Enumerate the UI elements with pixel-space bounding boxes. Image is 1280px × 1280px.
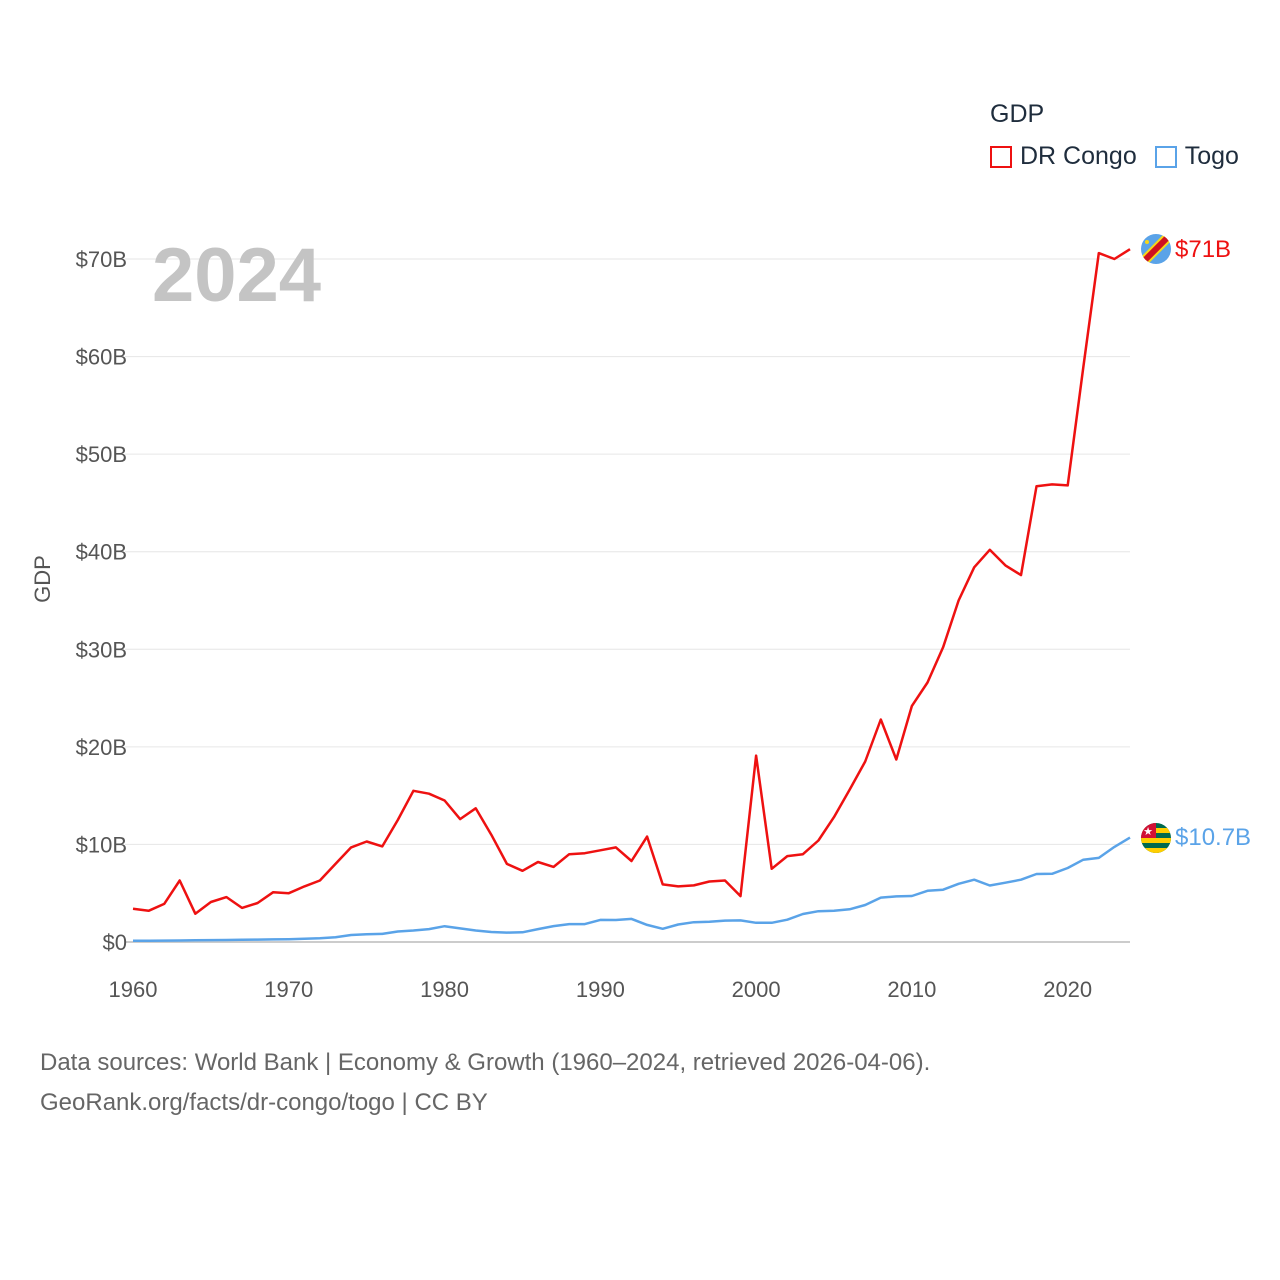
footer: Data sources: World Bank | Economy & Gro… (40, 1043, 930, 1123)
gridlines (125, 258, 1130, 943)
x-axis-ticks: 1960 1970 1980 1990 2000 2010 2020 (109, 977, 1093, 1002)
x-tick-label: 1960 (109, 977, 158, 1002)
dr-congo-end-label: $71B (1175, 236, 1231, 263)
y-tick-label: $50B (76, 442, 127, 467)
series-line-dr-congo (132, 248, 1131, 915)
y-tick-label: $20B (76, 735, 127, 760)
svg-text:★: ★ (1143, 825, 1153, 838)
legend-title: GDP (990, 100, 1045, 128)
legend-item-togo[interactable]: Togo (1154, 142, 1239, 171)
legend: DR Congo Togo (990, 142, 1257, 171)
x-tick-label: 1990 (576, 977, 625, 1002)
y-tick-label: $30B (76, 637, 127, 662)
x-tick-label: 1970 (264, 977, 313, 1002)
y-tick-label: $0 (103, 930, 127, 955)
year-label: 2024 (152, 233, 321, 318)
y-tick-label: $60B (76, 345, 127, 370)
x-tick-label: 1980 (420, 977, 469, 1002)
y-axis-label: GDP (30, 555, 55, 603)
y-tick-label: $10B (76, 832, 127, 857)
x-tick-label: 2010 (887, 977, 936, 1002)
legend-swatch-dr-congo (990, 145, 1012, 168)
y-tick-label: $70B (76, 247, 127, 272)
legend-label-togo: Togo (1184, 142, 1239, 170)
togo-flag-icon: ★ (1141, 823, 1171, 853)
legend-label-dr-congo: DR Congo (1020, 142, 1137, 170)
legend-swatch-togo (1154, 145, 1177, 168)
y-tick-label: $40B (76, 540, 127, 565)
dr-congo-flag-icon (1141, 234, 1171, 264)
togo-end-label: $10.7B (1175, 824, 1251, 851)
y-axis-ticks: $0 $10B $20B $30B $40B $50B $60B $70B (76, 247, 127, 955)
x-tick-label: 2000 (732, 977, 781, 1002)
series-lines (132, 248, 1131, 943)
series-line-togo (132, 836, 1131, 943)
data-sources-text: Data sources: World Bank | Economy & Gro… (40, 1049, 931, 1076)
legend-item-dr-congo[interactable]: DR Congo (990, 142, 1137, 171)
source-link[interactable]: GeoRank.org/facts/dr-congo/togo | CC BY (40, 1089, 488, 1116)
x-tick-label: 2020 (1043, 977, 1092, 1002)
